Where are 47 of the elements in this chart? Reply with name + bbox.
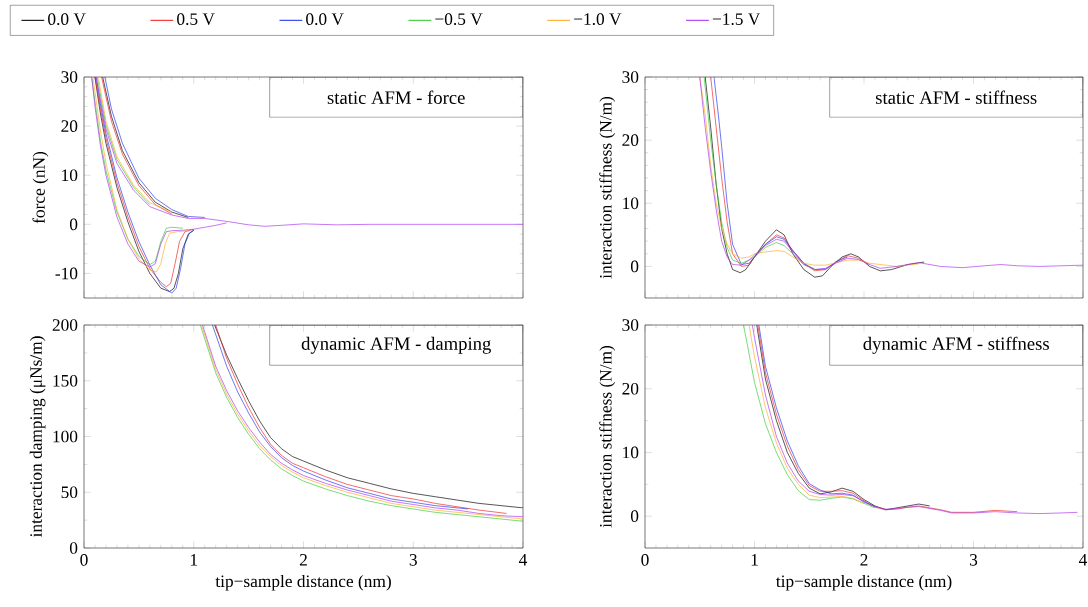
y-tick-label: 100 (53, 430, 78, 443)
x-tick-label: 2 (299, 554, 307, 566)
legend-label: −1.5 V (712, 13, 761, 26)
y-tick-label: 10 (623, 446, 639, 459)
y-tick-label: 20 (61, 120, 78, 132)
y-axis-title: interaction damping (μNs/m) (29, 336, 46, 538)
y-tick-label: -10 (55, 267, 78, 280)
legend-label: 0.5 V (177, 13, 215, 26)
legend-label: 0.0 V (48, 13, 86, 26)
y-tick-label: 20 (622, 134, 639, 146)
x-tick-label: 4 (1079, 554, 1088, 566)
y-tick-label: 20 (622, 382, 639, 395)
y-tick-label: 30 (61, 71, 78, 83)
text: static AFM - force (327, 90, 465, 104)
x-tick-label: 1 (751, 554, 758, 566)
y-tick-label: 150 (53, 374, 78, 387)
y-tick-label: 10 (623, 197, 639, 210)
x-tick-label: 2 (860, 554, 868, 566)
y-tick-label: 0 (69, 542, 78, 554)
x-tick-label: 1 (190, 554, 198, 566)
line-series (703, 77, 816, 270)
y-tick-label: 0 (69, 218, 78, 231)
x-tick-label: 3 (409, 554, 417, 566)
y-tick-label: 0 (630, 510, 639, 522)
legend-label: −0.5 V (435, 13, 483, 26)
legend-label: −1.0 V (574, 13, 622, 26)
x-tick-label: 0 (80, 554, 88, 566)
x-tick-label: 0 (641, 554, 649, 566)
x-tick-label: 3 (970, 554, 978, 566)
x-axis-title: tip−sample distance (nm) (215, 574, 391, 591)
y-tick-label: 30 (622, 319, 639, 331)
line-series (751, 325, 1078, 514)
text: dynamic AFM - damping (301, 336, 491, 354)
legend-label: 0.0 V (306, 13, 344, 26)
y-tick-label: 200 (52, 319, 78, 331)
y-tick-label: 0 (630, 260, 639, 273)
text: dynamic AFM - stiffness (863, 336, 1049, 354)
y-tick-label: 30 (622, 71, 639, 83)
line-series (713, 77, 848, 270)
y-axis-title: force (nN) (32, 151, 49, 224)
text: static AFM - stiffness (876, 90, 1037, 104)
x-axis-title: tip−sample distance (nm) (776, 574, 952, 591)
y-axis-title: interaction stiffness (N/m) (599, 96, 616, 279)
x-tick-label: 4 (519, 554, 528, 566)
y-axis-title: interaction stiffness (N/m) (599, 345, 616, 528)
y-tick-label: 50 (61, 486, 78, 499)
y-tick-label: 10 (62, 169, 78, 182)
